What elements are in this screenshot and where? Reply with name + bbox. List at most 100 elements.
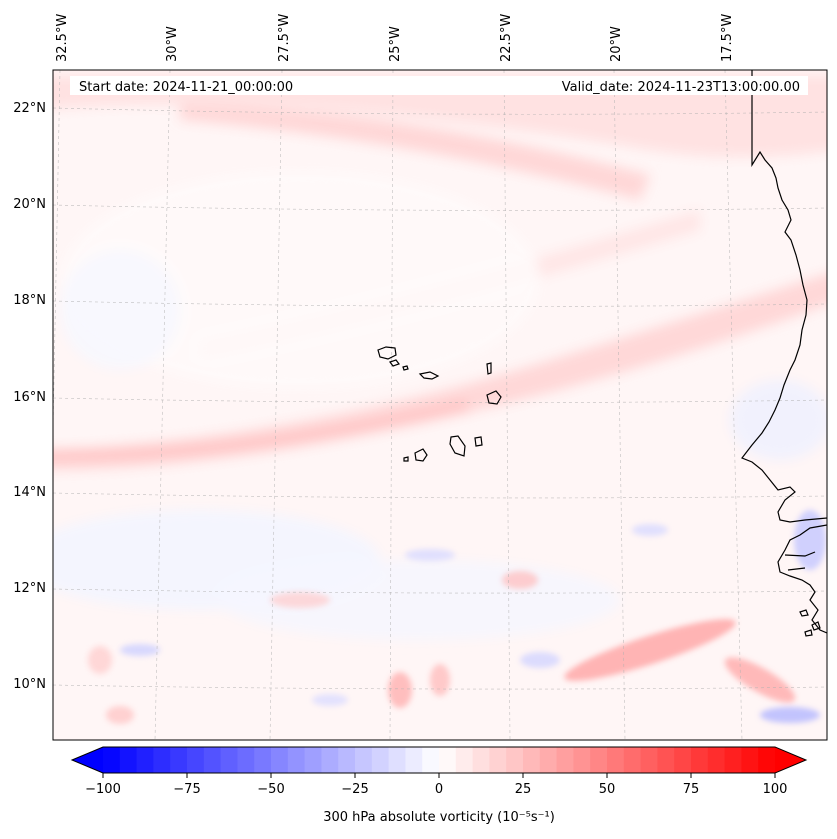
colorbar-cell: [170, 747, 188, 773]
colorbar-cell: [271, 747, 289, 773]
colorbar-cell: [405, 747, 423, 773]
colorbar-cell: [724, 747, 742, 773]
vorticity-pos-cell: [106, 706, 134, 724]
colorbar-cell: [254, 747, 272, 773]
island-boa-vista: [486, 390, 502, 405]
gridline-lat-20: [53, 204, 827, 211]
colorbar-cell: [455, 747, 474, 773]
lon-label: 22.5°W: [499, 14, 514, 62]
vorticity-neg-area: [730, 380, 827, 460]
gridline-lat-16: [53, 397, 827, 403]
colorbar: −100 −75 −50 −25 0 25 50 75 100 300 hPa absolute…: [70, 746, 808, 825]
vorticity-neg-area: [60, 170, 540, 390]
colorbar-ticks: −100 −75 −50 −25 0 25 50 75 100: [85, 773, 787, 797]
vorticity-neg-cell: [794, 510, 826, 570]
vorticity-neg-cell: [120, 644, 160, 656]
colorbar-tick-label: 75: [683, 782, 700, 797]
vorticity-band-central-inner: [53, 400, 470, 461]
longitude-labels: 32.5°W 30°W 27.5°W 25°W 22.5°W 20°W 17.5…: [55, 14, 735, 62]
island-santiago: [449, 435, 466, 457]
lon-label: 30°W: [165, 26, 180, 62]
lon-label: 25°W: [388, 26, 403, 62]
gridline-lat-10: [53, 684, 827, 690]
vorticity-small-features: [88, 510, 826, 724]
lat-gridlines: [53, 107, 827, 690]
colorbar-cell: [741, 747, 759, 773]
gridline-lat-18: [53, 300, 827, 307]
island-fogo: [414, 448, 428, 462]
coastline-river: [784, 551, 816, 571]
colorbar-cell: [506, 747, 524, 773]
vorticity-neg-cell: [312, 694, 348, 706]
gridline-lon-20: [613, 70, 626, 740]
colorbar-cells: [72, 747, 806, 773]
latitude-labels: 22°N 20°N 18°N 16°N 14°N 12°N 10°N: [13, 101, 46, 692]
colorbar-cell: [237, 747, 255, 773]
colorbar-cell: [119, 747, 138, 773]
colorbar-tick-label: 25: [515, 782, 532, 797]
colorbar-cell: [103, 747, 121, 773]
colorbar-cell: [556, 747, 574, 773]
african-coastline-south: [777, 524, 827, 634]
colorbar-extend-max: [775, 747, 806, 773]
lon-gridlines: [53, 70, 743, 740]
island-sao-vicente: [389, 359, 400, 367]
african-coastline: [741, 70, 827, 523]
island-santa-luzia: [402, 365, 409, 371]
lat-label: 20°N: [13, 197, 46, 212]
colorbar-cell: [573, 747, 591, 773]
colorbar-tick-label: 0: [435, 782, 443, 797]
colorbar-cell: [607, 747, 625, 773]
gridline-lon-22-5: [503, 70, 511, 740]
vorticity-pos-cell: [88, 646, 112, 674]
vorticity-pos-cell: [564, 619, 736, 681]
vorticity-pos-cell: [270, 592, 330, 608]
lon-label: 20°W: [609, 26, 624, 62]
gridline-lon-30: [154, 70, 171, 740]
gridline-lat-12: [53, 588, 827, 594]
lat-label: 14°N: [13, 485, 46, 500]
lat-label: 18°N: [13, 293, 46, 308]
map-panel: [53, 70, 827, 740]
lon-label: 32.5°W: [55, 14, 70, 62]
colorbar-cell: [489, 747, 507, 773]
vorticity-neg-cell: [632, 524, 668, 536]
colorbar-cell: [657, 747, 675, 773]
colorbar-cell: [472, 747, 490, 773]
colorbar-cell: [439, 747, 457, 773]
vorticity-pos-cell: [388, 672, 412, 708]
gridline-lon-17-5: [724, 70, 743, 740]
colorbar-cell: [623, 747, 642, 773]
colorbar-label: 300 hPa absolute vorticity (10⁻⁵s⁻¹): [323, 810, 555, 825]
colorbar-cell: [187, 747, 205, 773]
colorbar-tick-label: 50: [599, 782, 616, 797]
colorbar-cell: [338, 747, 356, 773]
colorbar-cell: [539, 747, 558, 773]
colorbar-cell: [707, 747, 726, 773]
island-sal: [486, 362, 492, 375]
island-maio: [474, 436, 483, 447]
colorbar-cell: [153, 747, 171, 773]
colorbar-cell: [304, 747, 322, 773]
island-brava: [403, 456, 409, 462]
colorbar-cell: [203, 747, 222, 773]
valid-date-label: Valid_date: 2024-11-23T13:00:00.00: [562, 80, 800, 95]
colorbar-cell: [287, 747, 306, 773]
colorbar-cell: [674, 747, 692, 773]
gridline-lon-25: [389, 70, 394, 740]
colorbar-tick-label: −75: [173, 782, 200, 797]
colorbar-cell: [691, 747, 709, 773]
colorbar-tick-label: −100: [85, 782, 121, 797]
island-santo-antao: [377, 346, 397, 360]
vorticity-neg-cell: [405, 549, 455, 561]
vorticity-pos-cell: [724, 657, 796, 703]
colorbar-cell: [523, 747, 541, 773]
vorticity-neg-cell: [760, 707, 820, 723]
map-frame: [52, 69, 828, 741]
vorticity-pos-cell: [502, 571, 538, 589]
vorticity-neg-area: [60, 250, 180, 370]
vorticity-band-upper: [180, 105, 650, 200]
colorbar-cell: [590, 747, 608, 773]
colorbar-cell: [640, 747, 658, 773]
